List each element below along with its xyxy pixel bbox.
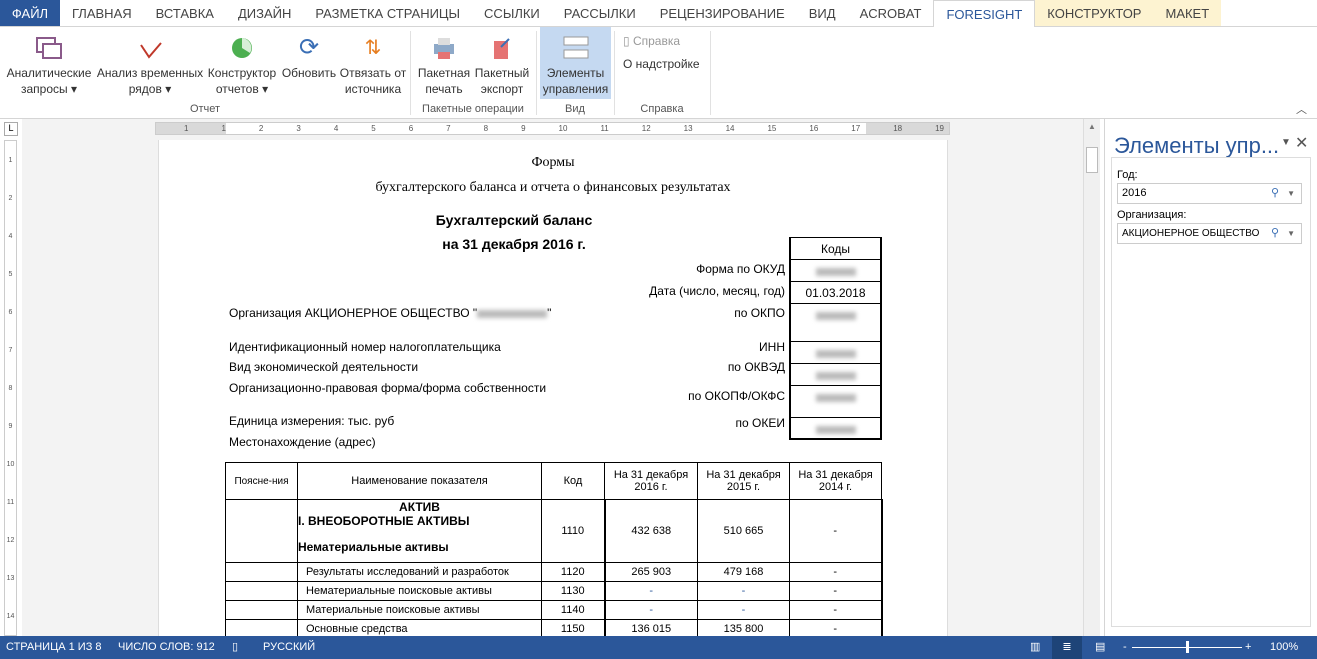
code-label: по ОКОПФ/ОКФС	[688, 389, 785, 403]
ribbon-tabs: ФАЙЛ ГЛАВНАЯ ВСТАВКА ДИЗАЙН РАЗМЕТКА СТР…	[0, 0, 1317, 28]
collapse-ribbon-icon[interactable]: ︿	[1296, 104, 1307, 116]
table-header-row: Поясне-ния Наименование показателя Код Н…	[225, 462, 882, 500]
tab-view[interactable]: ВИД	[808, 6, 836, 21]
balance-table: Поясне-ния Наименование показателя Код Н…	[225, 462, 883, 639]
tab-acrobat[interactable]: ACROBAT	[859, 6, 922, 21]
code-label: по ОКЕИ	[735, 416, 785, 430]
codes-table: Коды 01.03.2018	[789, 237, 882, 440]
word-count[interactable]: ЧИСЛО СЛОВ: 912	[118, 641, 215, 653]
refresh-button[interactable]: ⟳ Обновить	[281, 31, 337, 81]
export-icon	[473, 31, 531, 65]
chevron-down-icon[interactable]: ▼	[1287, 229, 1295, 238]
tab-insert[interactable]: ВСТАВКА	[155, 6, 214, 21]
legal-form-label: Организационно-правовая форма/форма собс…	[229, 381, 547, 395]
print-layout-icon[interactable]: ≣	[1052, 636, 1082, 659]
activity-label: Вид экономической деятельности	[229, 360, 419, 374]
refresh-icon: ⟳	[298, 34, 320, 61]
report-constructor-button[interactable]: Конструктор отчетов ▾	[205, 31, 279, 97]
close-icon[interactable]: ✕	[1295, 135, 1309, 152]
controls-button[interactable]: Элементы управления	[540, 27, 611, 99]
group-report: Отчет	[189, 103, 221, 115]
controls-pane: Элементы упр... ▼ ✕ Год: 2016 ⚲ ▼ Организ…	[1104, 119, 1317, 636]
divider	[614, 31, 615, 115]
printer-icon	[416, 31, 472, 65]
code-label: ИНН	[759, 340, 785, 354]
zoom-slider-thumb[interactable]	[1186, 641, 1189, 653]
batch-export-button[interactable]: Пакетный экспорт	[473, 31, 531, 97]
search-icon[interactable]: ⚲	[1270, 227, 1279, 239]
search-icon[interactable]: ⚲	[1270, 187, 1279, 199]
pie-chart-icon	[205, 31, 279, 65]
pane-menu-icon[interactable]: ▼	[1281, 137, 1291, 148]
dropdown-controls-icon	[540, 31, 611, 65]
about-button[interactable]: О надстройке	[623, 57, 700, 71]
tab-mailings[interactable]: РАССЫЛКИ	[563, 6, 636, 21]
analytic-queries-button[interactable]: Аналитические запросы ▾	[4, 31, 94, 97]
help-button[interactable]: ▯ Справка	[623, 34, 681, 48]
code-label: по ОКВЭД	[727, 360, 785, 374]
horizontal-ruler[interactable]: 1 1 2 3 4 5 6 7 8 9 10 11 12 13 14 15 16 17 18 19	[155, 122, 950, 135]
ribbon: Аналитические запросы ▾ Анализ временных р…	[0, 27, 1317, 119]
tab-file[interactable]: ФАЙЛ	[0, 0, 60, 26]
form-subheading: бухгалтерского баланса и отчета о финанс…	[375, 180, 731, 195]
tab-design[interactable]: ДИЗАЙН	[237, 6, 292, 21]
tab-review[interactable]: РЕЦЕНЗИРОВАНИЕ	[659, 6, 785, 21]
web-layout-icon[interactable]: ▤	[1095, 641, 1106, 653]
tab-references[interactable]: ССЫЛКИ	[484, 6, 540, 21]
chevron-down-icon[interactable]: ▼	[1287, 189, 1295, 198]
language[interactable]: РУССКИЙ	[263, 641, 316, 653]
scroll-up-icon[interactable]: ▲	[1088, 122, 1096, 131]
document-page[interactable]: Формы бухгалтерского баланса и отчета о …	[158, 140, 948, 639]
group-batch: Пакетные операции	[422, 103, 524, 115]
balance-date: на 31 декабря 2016 г.	[442, 236, 586, 252]
tab-foresight[interactable]: FORESIGHT	[933, 0, 1036, 28]
tab-layout[interactable]: РАЗМЕТКА СТРАНИЦЫ	[315, 6, 461, 21]
table-row: Нематериальные поисковые активы 1130- - -	[225, 581, 883, 601]
organization-select[interactable]: АКЦИОНЕРНОЕ ОБЩЕСТВО ⚲ ▼	[1117, 223, 1302, 244]
vertical-scrollbar[interactable]: ▲	[1083, 119, 1100, 636]
divider	[710, 31, 711, 115]
group-view: Вид	[565, 103, 585, 115]
zoom-in-icon[interactable]: +	[1245, 641, 1252, 653]
unbind-icon: ⇅	[364, 37, 382, 59]
zoom-out-icon[interactable]: -	[1123, 641, 1127, 653]
batch-print-button[interactable]: Пакетная печать	[416, 31, 472, 97]
tab-stop-selector[interactable]: L	[4, 122, 18, 136]
zoom-level[interactable]: 100%	[1270, 641, 1299, 653]
code-label: по ОКПО	[734, 306, 785, 320]
unit-label: Единица измерения: тыс. руб	[229, 414, 395, 428]
vertical-ruler: 1 2 4 5 6 7 8 9 10 11 12 13 14	[4, 140, 17, 636]
code-label: Дата (число, месяц, год)	[649, 284, 785, 298]
tab-home[interactable]: ГЛАВНАЯ	[72, 6, 132, 21]
table-row: АКТИВ I. ВНЕОБОРОТНЫЕ АКТИВЫ Нематериаль…	[225, 499, 883, 563]
inn-label: Идентификационный номер налогоплательщик…	[229, 340, 501, 354]
year-select[interactable]: 2016 ⚲ ▼	[1117, 183, 1302, 204]
pane-title: Элементы упр...	[1114, 133, 1280, 158]
table-row: Результаты исследований и разработок 1120…	[225, 562, 883, 582]
balance-title: Бухгалтерский баланс	[435, 212, 593, 228]
table-row: Материальные поисковые активы 1140- - -	[225, 600, 883, 620]
divider	[410, 31, 411, 115]
timeseries-button[interactable]: Анализ временных рядов ▾	[96, 31, 204, 97]
year-label: Год:	[1117, 169, 1138, 181]
page-count[interactable]: СТРАНИЦА 1 ИЗ 8	[6, 641, 102, 653]
scroll-thumb[interactable]	[1086, 147, 1098, 173]
group-help: Справка	[640, 103, 684, 115]
tab-layout-table[interactable]: МАКЕТ	[1153, 0, 1222, 26]
read-mode-icon[interactable]: ▥	[1030, 641, 1041, 653]
tab-constructor[interactable]: КОНСТРУКТОР	[1035, 0, 1154, 26]
windows-icon	[4, 31, 94, 65]
org-label: Организация:	[1117, 209, 1187, 221]
divider	[536, 31, 537, 115]
address-label: Местонахождение (адрес)	[229, 435, 376, 449]
code-label: Форма по ОКУД	[696, 262, 785, 276]
form-heading: Формы	[531, 155, 575, 170]
book-icon: ▯	[623, 34, 630, 48]
organization-line: Организация АКЦИОНЕРНОЕ ОБЩЕСТВО " "	[229, 306, 552, 320]
unbind-source-button[interactable]: ⇅ Отвязать от источника	[339, 31, 407, 97]
proofing-icon[interactable]: ▯	[232, 641, 239, 653]
timeseries-icon	[96, 31, 204, 65]
status-bar: СТРАНИЦА 1 ИЗ 8 ЧИСЛО СЛОВ: 912 ▯ РУССКИ…	[0, 636, 1317, 659]
